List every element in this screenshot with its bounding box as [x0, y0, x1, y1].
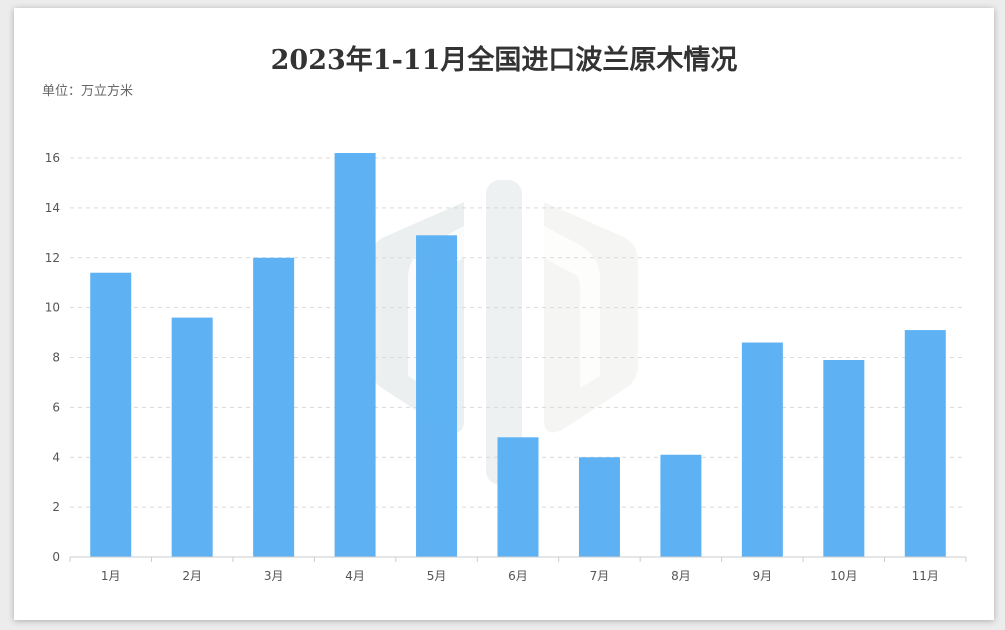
bar[interactable]: [660, 454, 702, 557]
bar[interactable]: [253, 257, 295, 557]
y-tick-label: 6: [52, 400, 60, 414]
x-tick-label: 3月: [264, 569, 284, 583]
bar[interactable]: [416, 235, 458, 557]
y-tick-label: 0: [52, 550, 60, 564]
bar[interactable]: [497, 437, 539, 557]
x-tick-label: 4月: [345, 569, 365, 583]
bar-chart: 0 2 4 6 8 10 12 14 16 1月 2月 3月 4月 5月 6月 7月 8月 9月 10月 11月: [45, 151, 967, 583]
bar[interactable]: [578, 457, 620, 557]
y-tick-label: 16: [45, 151, 60, 165]
y-tick-label: 8: [52, 351, 60, 365]
unit-label: 单位：万立方米: [42, 84, 134, 99]
bar[interactable]: [823, 359, 865, 557]
x-tick-label: 5月: [427, 569, 447, 583]
x-tick-label: 9月: [753, 569, 773, 583]
bar[interactable]: [171, 317, 213, 557]
y-tick-label: 14: [45, 201, 60, 215]
y-tick-label: 12: [45, 251, 60, 265]
chart-card: 2023年1-11月全国进口波兰原木情况 单位：万立方米 0 2 4 6 8 10 12 14…: [14, 8, 994, 620]
y-tick-label: 4: [52, 450, 60, 464]
bar[interactable]: [741, 342, 783, 557]
y-axis: 0 2 4 6 8 10 12 14 16: [45, 151, 60, 564]
x-tick-label: 11月: [912, 569, 939, 583]
bar[interactable]: [334, 153, 376, 557]
x-tick-label: 2月: [182, 569, 202, 583]
x-tick-label: 7月: [590, 569, 610, 583]
x-axis: 1月 2月 3月 4月 5月 6月 7月 8月 9月 10月 11月: [69, 557, 967, 583]
y-tick-label: 2: [52, 500, 60, 514]
x-tick-label: 8月: [671, 569, 691, 583]
y-tick-label: 10: [45, 301, 60, 315]
x-tick-label: 6月: [508, 569, 528, 583]
bars: [90, 153, 946, 557]
x-tick-label: 10月: [830, 569, 857, 583]
bar[interactable]: [90, 272, 132, 557]
bar[interactable]: [904, 330, 946, 557]
x-tick-label: 1月: [101, 569, 121, 583]
chart-title: 2023年1-11月全国进口波兰原木情况: [270, 45, 738, 76]
